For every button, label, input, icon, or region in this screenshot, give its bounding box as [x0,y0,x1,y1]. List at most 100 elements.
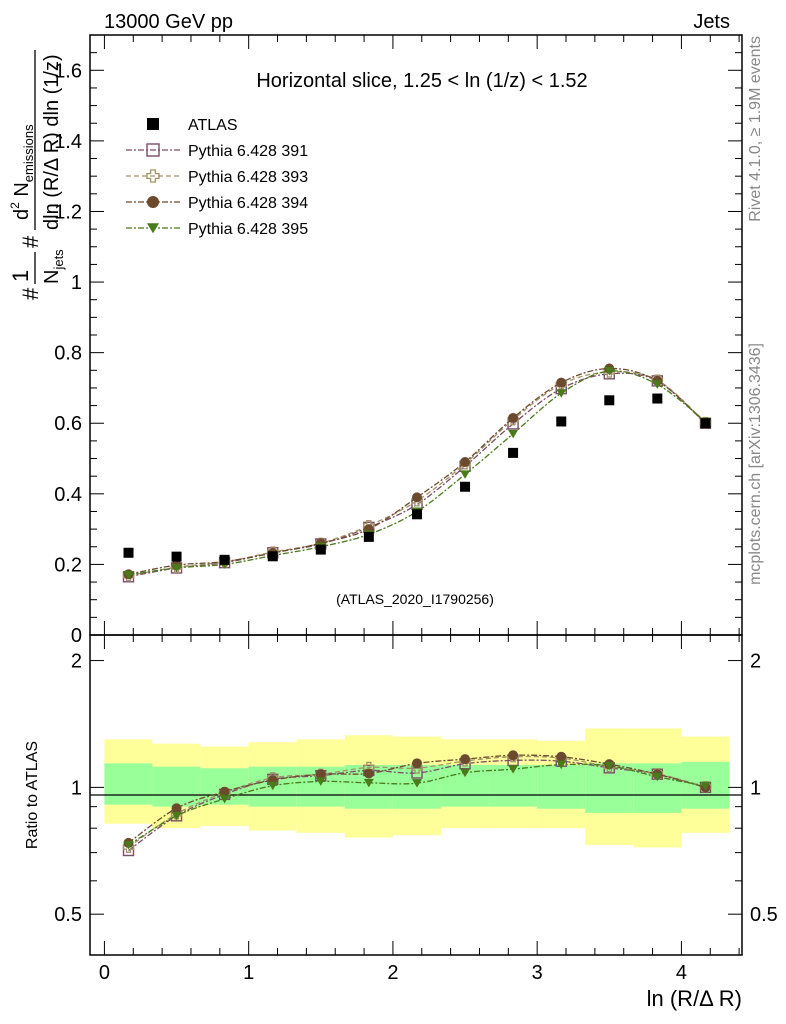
y-axis-label-lower: Ratio to ATLAS [24,741,41,849]
lower-series-layer [122,750,712,857]
y-tick-label-upper: 1.4 [54,131,82,153]
x-axis-label: ln (R/Δ R) [647,986,742,1011]
point-atlas [700,418,711,429]
point-atlas [412,509,423,520]
y-tick-label-lower-right: 0.5 [750,904,778,926]
ratio-point-pythia-6-428-395 [700,781,711,791]
y-tick-label-upper: 0 [71,625,82,647]
ratio-point-pythia-6-428-395 [652,772,663,782]
y-tick-label-upper: 0.6 [54,413,82,435]
header-left: 13000 GeV pp [104,11,233,33]
ratio-point-pythia-6-428-394 [363,768,374,779]
series-line-pythia-6-428-394 [128,367,706,575]
y-tick-label-upper: 0.8 [54,343,82,365]
lower-frame [89,634,743,956]
band-inner-bin [537,765,586,809]
ratio-point-pythia-6-428-395 [556,760,567,770]
ylabel-one: 1 [8,270,33,282]
analysis-tag: (ATLAS_2020_I1790256) [336,591,494,607]
series-line-pythia-6-428-393 [128,371,706,577]
side-label-bottom: mcplots.cern.ch [arXiv:1306.3436] [747,343,764,585]
band-inner-bin [104,763,153,805]
ratio-point-pythia-6-428-394 [508,750,519,761]
ratio-point-pythia-6-428-394 [556,751,567,762]
series-line-pythia-6-428-395 [128,370,706,576]
point-pythia-6-428-394 [556,377,567,388]
ratio-point-pythia-6-428-394 [412,758,423,769]
ratio-point-pythia-6-428-395 [363,778,374,788]
ratio-point-pythia-6-428-394 [460,754,471,765]
ratio-point-pythia-6-428-395 [315,777,326,786]
point-pythia-6-428-395 [556,389,567,398]
ratio-point-pythia-6-428-395 [267,781,278,791]
legend: ATLAS Pythia 6.428 391 Pythia 6.428 393 Pyt… [126,117,308,238]
point-atlas [267,551,278,562]
y-tick-label-upper: 0.4 [54,484,82,506]
ylabel-hash-1: # [18,287,43,300]
y-tick-label-upper: 0.2 [54,554,82,576]
ylabel-numerator: d2 Nemissions [8,124,36,220]
y-axis-label-upper: # 1 Njets # d2 Nemissions dln (R/Δ R) dl… [8,50,66,300]
point-pythia-6-428-394 [460,457,471,468]
y-tick-label-lower: 1 [71,777,82,799]
point-atlas [171,551,182,562]
point-atlas [556,416,567,427]
point-pythia-6-428-395 [652,380,663,389]
point-pythia-6-428-395 [171,563,182,573]
point-atlas [315,544,326,555]
y-tick-label-upper: 1.6 [54,60,82,82]
band-inner-bin [585,763,634,813]
ratio-point-pythia-6-428-395 [123,841,134,850]
band-inner-bin [152,766,201,807]
ratio-point-pythia-6-428-395 [219,794,230,804]
y-tick-label-lower: 2 [71,651,82,673]
point-atlas [363,531,374,542]
y-tick-label-upper: 1.2 [54,201,82,223]
y-tick-label-lower: 0.5 [54,904,82,926]
point-pythia-6-428-395 [604,367,615,376]
legend-marker-pythia-6-428-391 [146,143,160,157]
legend-label-atlas: ATLAS [188,117,238,134]
ylabel-njets: Njets [41,249,66,284]
y-tick-label-upper: 1 [71,272,82,294]
point-atlas [652,393,663,404]
chart-title: Horizontal slice, 1.25 < ln (1/z) < 1.52 [256,70,587,92]
ylabel-denominator: dln (R/Δ R) dln (1/z) [41,54,63,230]
point-atlas [123,547,134,558]
x-tick-label: 2 [387,962,398,984]
legend-marker-pythia-6-428-395 [147,223,159,234]
legend-label-pythia-6-428-393: Pythia 6.428 393 [188,169,308,186]
axis-ticks: 0 1 2 3 4 0 0.2 0.4 0.6 0.8 1 1.2 1.4 1.6 0.5 0.5 1 1 2 2 [54,34,778,984]
legend-marker-pythia-6-428-394 [147,196,159,208]
point-pythia-6-428-394 [412,492,423,503]
point-pythia-6-428-395 [123,571,134,580]
legend-marker-atlas [147,118,159,130]
y-tick-label-lower-right: 2 [750,651,761,673]
ratio-point-pythia-6-428-394 [219,786,230,797]
y-tick-label-lower-right: 1 [750,777,761,799]
series-line-pythia-6-428-391 [128,372,706,578]
point-pythia-6-428-394 [508,412,519,423]
point-pythia-6-428-395 [460,470,471,479]
ratio-point-pythia-6-428-394 [315,769,326,780]
ratio-point-pythia-6-428-395 [460,768,471,778]
ratio-point-pythia-6-428-395 [171,811,182,821]
legend-label-pythia-6-428-391: Pythia 6.428 391 [188,143,308,160]
header-right: Jets [693,11,730,33]
legend-label-pythia-6-428-395: Pythia 6.428 395 [188,221,308,238]
ratio-point-pythia-6-428-395 [508,765,519,774]
ratio-point-pythia-6-428-394 [171,803,182,814]
legend-label-pythia-6-428-394: Pythia 6.428 394 [188,195,308,212]
point-atlas [460,481,471,492]
x-tick-label: 4 [676,962,687,984]
point-atlas [219,554,230,565]
ylabel-hash-2: # [18,235,43,248]
x-tick-label: 3 [532,962,543,984]
point-atlas [508,447,519,458]
point-pythia-6-428-395 [508,429,519,439]
uncertainty-bands [104,728,730,848]
x-tick-label: 0 [99,962,110,984]
ratio-point-pythia-6-428-395 [604,761,615,771]
point-atlas [604,395,615,406]
